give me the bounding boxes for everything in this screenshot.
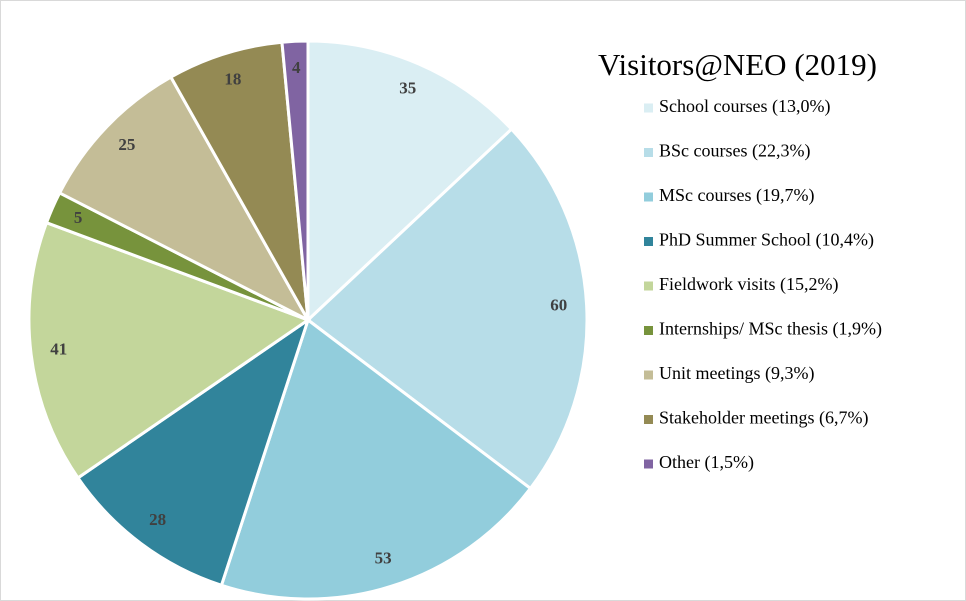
legend-label: MSc courses (19,7%)	[659, 185, 814, 206]
data-label: 25	[118, 135, 135, 154]
legend-swatch	[644, 459, 653, 469]
chart-title: Visitors@NEO (2019)	[598, 47, 877, 82]
legend-swatch	[644, 148, 653, 157]
data-label: 60	[550, 296, 567, 315]
pie-slice	[280, 39, 310, 321]
legend-label: Fieldwork visits (15,2%)	[659, 274, 839, 295]
pie-slice	[57, 74, 312, 324]
legend-label: Other (1,5%)	[659, 452, 754, 473]
pie-slice	[306, 39, 514, 324]
data-label: 35	[399, 78, 416, 97]
legend-label: BSc courses (22,3%)	[659, 141, 810, 162]
data-label: 18	[224, 69, 241, 88]
data-label: 53	[375, 549, 392, 568]
data-label: 28	[149, 510, 166, 529]
legend-label: Stakeholder meetings (6,7%)	[659, 408, 868, 429]
legend-swatch	[644, 237, 653, 246]
pie-slice	[27, 220, 312, 480]
pie-slice	[168, 40, 310, 321]
pie-slice	[305, 127, 589, 491]
legend-label: School courses (13,0%)	[659, 96, 830, 117]
legend-swatch	[644, 415, 653, 424]
data-label: 4	[292, 58, 301, 77]
legend-label: PhD Summer School (10,4%)	[659, 230, 874, 251]
data-label: 41	[50, 340, 67, 359]
legend-swatch	[644, 192, 653, 202]
pie-slice	[219, 317, 533, 601]
data-label: 5	[74, 208, 83, 227]
legend-swatch	[644, 103, 653, 113]
pie-slice	[75, 316, 311, 588]
legend-label: Internships/ MSc thesis (1,9%)	[659, 319, 882, 340]
legend-label: Unit meetings (9,3%)	[659, 363, 814, 384]
legend-swatch	[644, 370, 653, 380]
legend-swatch	[644, 326, 653, 335]
legend-swatch	[644, 281, 653, 291]
